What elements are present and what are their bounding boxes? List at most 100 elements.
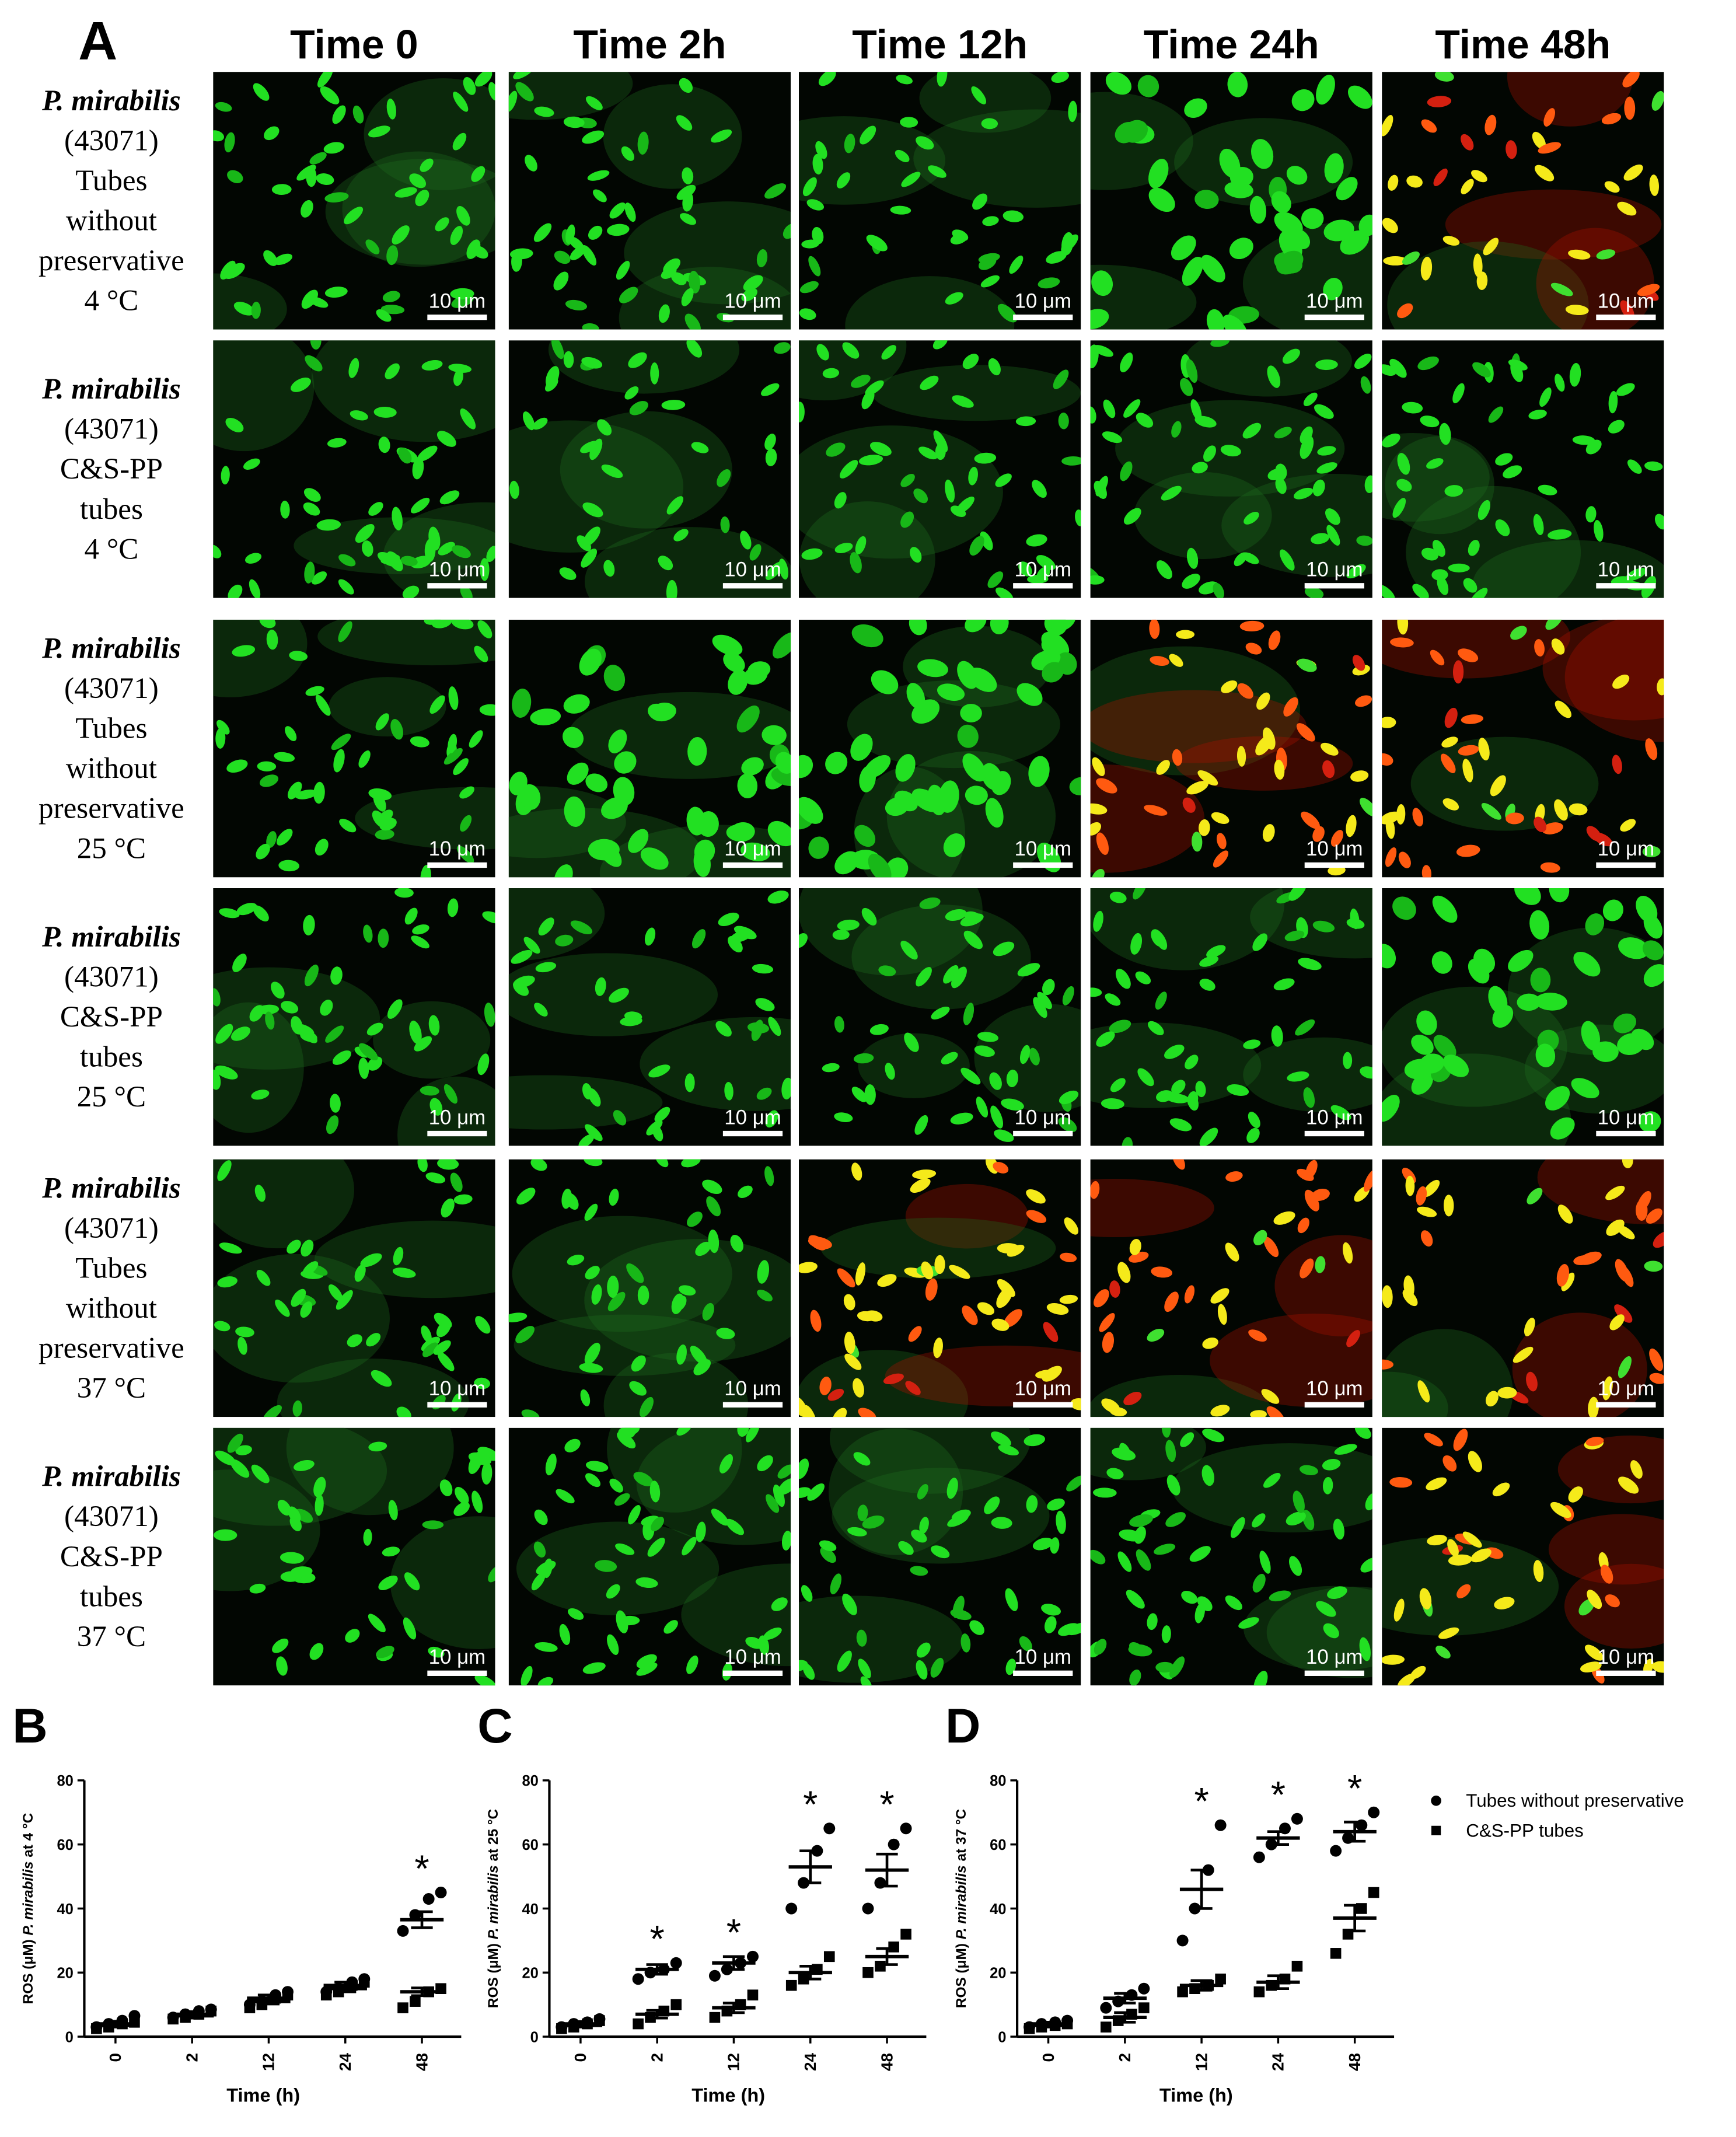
bacterium (1604, 181, 1620, 193)
bacterium (1442, 1455, 1457, 1472)
background-glow (1266, 1586, 1372, 1678)
bacterium (717, 469, 731, 487)
bacterium (1397, 453, 1410, 475)
scale-bar (427, 315, 487, 320)
bacterium (686, 1655, 698, 1674)
bacterium (567, 1608, 584, 1620)
bacterium (338, 579, 354, 595)
bacterium (563, 116, 585, 128)
background-glow (1090, 1022, 1262, 1108)
bacterium (1385, 847, 1397, 867)
bacterium (354, 1264, 366, 1282)
bacterium (1129, 1669, 1141, 1686)
background-glow (1507, 72, 1633, 127)
bacterium (1004, 1309, 1022, 1328)
scale-bar-label: 10 μm (724, 289, 781, 312)
bacterium (691, 442, 709, 453)
bacterium (1165, 1440, 1176, 1462)
bacterium (437, 1352, 455, 1371)
bacterium (1346, 815, 1357, 837)
bacterium (1434, 72, 1454, 82)
y-axis-label-part: P. mirabilis (20, 1862, 36, 1936)
bacterium (914, 1115, 928, 1135)
row-label-line: 4 °C (84, 532, 138, 565)
bacterium (1605, 1185, 1625, 1200)
bacterium (520, 784, 541, 810)
row-species: P. mirabilis (41, 632, 181, 665)
bacterium (1148, 187, 1175, 212)
bacterium (1382, 1654, 1405, 1665)
bacterium (287, 1239, 301, 1254)
bacterium (475, 1316, 491, 1334)
bacterium (1526, 1371, 1538, 1392)
bacterium (615, 1543, 635, 1555)
bacterium (1627, 459, 1642, 474)
bacterium (585, 96, 603, 110)
bacterium (320, 1000, 333, 1016)
bacterium (581, 357, 603, 369)
micrograph-background (1382, 1427, 1664, 1686)
bacterium (387, 999, 403, 1019)
bacterium (301, 1239, 314, 1257)
bacterium (1161, 486, 1182, 501)
bacterium (1091, 868, 1105, 878)
bacterium (609, 1478, 623, 1493)
bacterium (1289, 1556, 1302, 1576)
micrograph: 10 μm (1382, 1159, 1664, 1417)
bacterium (392, 1267, 416, 1278)
bacterium (1234, 552, 1248, 567)
y-tick-label: 20 (990, 1965, 1006, 1982)
bacterium (1217, 1304, 1227, 1325)
bacterium (802, 1663, 815, 1680)
bacterium (740, 842, 770, 861)
bacterium (404, 1572, 420, 1591)
row-label-line: tubes (80, 493, 143, 526)
bacterium (1144, 805, 1168, 816)
bacterium (1405, 1175, 1415, 1196)
bacterium (991, 1318, 1010, 1331)
bacterium (1115, 121, 1138, 144)
background-glow (603, 84, 742, 189)
scale-bar-label: 10 μm (1306, 1377, 1363, 1400)
bacterium (1440, 753, 1456, 773)
bacterium (1093, 345, 1113, 357)
bacterium (716, 1328, 735, 1339)
bacterium (969, 1620, 984, 1635)
bacterium (917, 1484, 928, 1500)
bacterium (424, 619, 441, 625)
bacterium (245, 553, 262, 564)
bacterium (1550, 1117, 1575, 1140)
bacterium (235, 1445, 252, 1455)
bacterium (636, 1663, 658, 1676)
bacterium (673, 529, 689, 542)
bacterium (1210, 1288, 1229, 1304)
bacterium (1382, 717, 1396, 728)
error-bar (1344, 1820, 1366, 1843)
bacterium (767, 891, 789, 904)
bacterium (965, 785, 988, 805)
bacterium (1571, 1078, 1599, 1098)
bacterium (1488, 986, 1508, 1014)
scale-bar-label: 10 μm (1306, 1646, 1363, 1668)
error-bar (1267, 1974, 1289, 1991)
bacterium (860, 1676, 872, 1686)
bacterium (985, 798, 1004, 828)
x-tick-label: 2 (648, 2053, 666, 2062)
bacterium (624, 386, 639, 400)
bacterium (1545, 1086, 1570, 1111)
bacterium (1042, 662, 1064, 683)
bacterium (463, 76, 476, 95)
bacterium (844, 1353, 862, 1370)
bacterium (654, 1106, 670, 1122)
bacterium (1612, 755, 1622, 774)
bacterium (1569, 803, 1588, 816)
bacterium (1095, 476, 1108, 497)
bacterium (997, 303, 1017, 323)
bacterium (1156, 760, 1170, 775)
bacterium (1657, 678, 1664, 696)
bacterium (1517, 993, 1541, 1011)
bacterium (629, 401, 648, 415)
bacterium (911, 788, 941, 812)
bacterium (412, 924, 429, 935)
bacterium (644, 927, 656, 946)
